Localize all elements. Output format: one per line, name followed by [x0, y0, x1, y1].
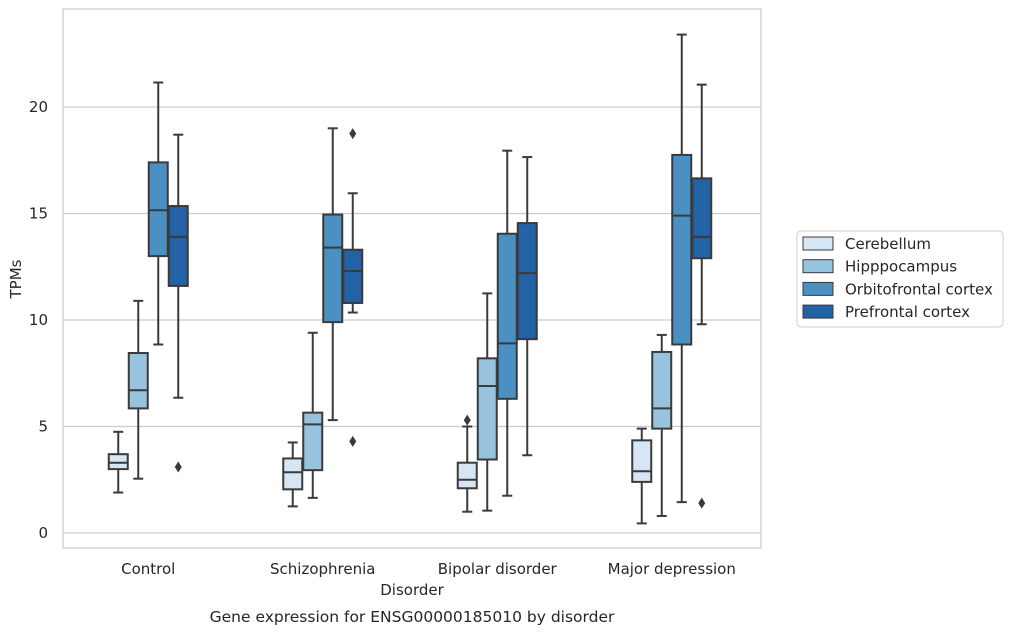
- legend-swatch: [802, 281, 834, 296]
- box-iqr: [651, 350, 673, 430]
- outlier-point: [463, 414, 471, 426]
- plot-area-frame: [62, 8, 762, 549]
- box-iqr: [342, 248, 364, 304]
- box-iqr: [302, 411, 324, 472]
- legend-label: Prefrontal cortex: [845, 303, 970, 321]
- legend-label: Orbitofrontal cortex: [845, 280, 993, 298]
- y-axis-ticks: 0 5 10 15 20: [29, 98, 48, 542]
- box-iqr: [671, 153, 693, 346]
- box-iqr: [631, 439, 653, 483]
- x-tick-label: Schizophrenia: [270, 560, 375, 578]
- x-axis-ticks: Control Schizophrenia Bipolar disorder Majo…: [121, 560, 736, 578]
- box-0-0: [107, 430, 129, 494]
- outlier-point: [698, 497, 706, 509]
- x-tick-label: Major depression: [608, 560, 736, 578]
- x-tick-label: Control: [121, 560, 175, 578]
- y-tick-label: 20: [29, 98, 48, 116]
- box-0-1: [282, 441, 304, 508]
- box-0-3: [631, 427, 653, 525]
- outlier-point: [174, 461, 182, 473]
- box-iqr: [282, 457, 304, 491]
- x-tick-label: Bipolar disorder: [438, 560, 558, 578]
- box-iqr: [496, 232, 518, 400]
- box-3-2: [516, 156, 538, 457]
- x-axis-label: Disorder: [380, 581, 444, 599]
- box-3-0: [167, 133, 189, 473]
- legend: Cerebellum Hipppocampus Orbitofrontal cort…: [796, 230, 1004, 328]
- box-1-1: [302, 331, 324, 499]
- box-1-2: [476, 292, 498, 512]
- box-2-2: [496, 149, 518, 497]
- box-iqr: [456, 461, 478, 490]
- legend-swatch: [802, 236, 834, 251]
- box-2-0: [147, 81, 169, 346]
- box-iqr: [127, 352, 149, 410]
- box-iqr: [147, 161, 169, 258]
- box-1-0: [127, 299, 149, 480]
- box-2-1: [322, 127, 344, 422]
- y-tick-label: 0: [38, 524, 48, 542]
- box-0-2: [456, 414, 478, 513]
- legend-swatch: [802, 304, 834, 319]
- box-1-3: [651, 333, 673, 517]
- outlier-point: [349, 435, 357, 447]
- y-tick-label: 10: [29, 311, 48, 329]
- box-2-3: [671, 33, 693, 504]
- box-iqr: [476, 357, 498, 461]
- legend-swatch: [802, 259, 834, 274]
- box-3-3: [691, 83, 713, 509]
- legend-frame: [796, 230, 1004, 328]
- box-iqr: [167, 205, 189, 287]
- y-tick-label: 15: [29, 205, 48, 223]
- legend-label: Hipppocampus: [845, 258, 957, 276]
- box-iqr: [691, 177, 713, 260]
- y-tick-label: 5: [38, 418, 48, 436]
- y-axis-label: TPMs: [7, 259, 25, 299]
- box-iqr: [516, 222, 538, 341]
- legend-label: Cerebellum: [845, 235, 931, 253]
- box-series: [107, 33, 713, 525]
- outlier-point: [349, 128, 357, 140]
- box-3-1: [342, 128, 364, 447]
- figure-caption: Gene expression for ENSG00000185010 by d…: [210, 608, 615, 626]
- box-iqr: [107, 453, 129, 471]
- box-iqr: [322, 213, 344, 324]
